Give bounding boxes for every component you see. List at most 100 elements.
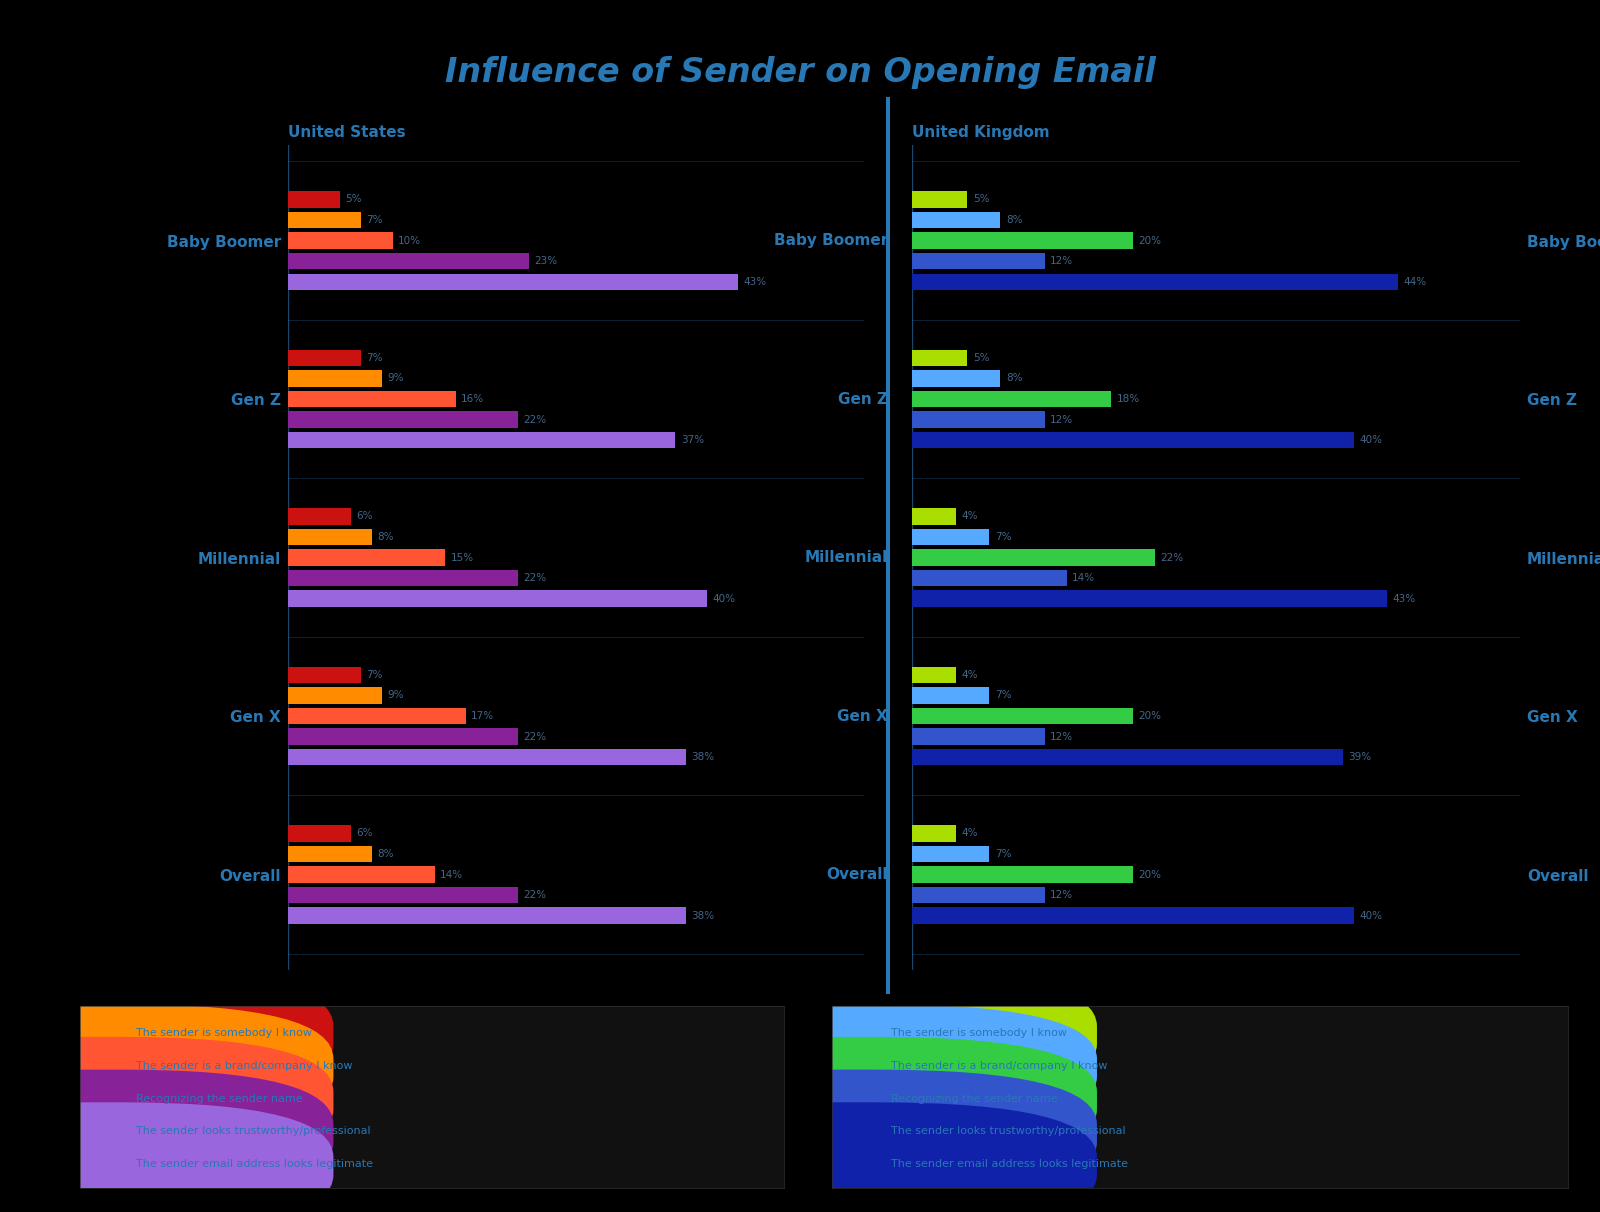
- Bar: [912, 590, 1387, 607]
- Text: 20%: 20%: [1139, 869, 1162, 880]
- Text: 7%: 7%: [995, 848, 1011, 859]
- Bar: [912, 908, 1354, 924]
- Bar: [912, 825, 957, 841]
- Text: 18%: 18%: [1117, 394, 1139, 404]
- Text: 22%: 22%: [523, 415, 547, 424]
- Text: The sender is a brand/company I know: The sender is a brand/company I know: [136, 1060, 354, 1071]
- Text: 7%: 7%: [366, 353, 382, 362]
- Bar: [912, 687, 989, 704]
- Text: 17%: 17%: [472, 711, 494, 721]
- Text: The sender is a brand/company I know: The sender is a brand/company I know: [891, 1060, 1107, 1071]
- Bar: [288, 590, 707, 607]
- Text: 12%: 12%: [1050, 890, 1074, 901]
- Bar: [912, 887, 1045, 903]
- Bar: [288, 749, 686, 766]
- Text: 5%: 5%: [346, 194, 362, 205]
- Text: 43%: 43%: [744, 276, 766, 287]
- Bar: [912, 191, 968, 207]
- Bar: [288, 825, 350, 841]
- Bar: [288, 233, 392, 248]
- Bar: [912, 349, 968, 366]
- Text: 6%: 6%: [357, 828, 373, 839]
- Text: 37%: 37%: [680, 435, 704, 445]
- Bar: [288, 508, 350, 525]
- Bar: [912, 549, 1155, 566]
- Bar: [912, 233, 1133, 248]
- Text: The sender email address looks legitimate: The sender email address looks legitimat…: [891, 1159, 1128, 1170]
- Text: The sender email address looks legitimate: The sender email address looks legitimat…: [136, 1159, 373, 1170]
- Text: 20%: 20%: [1139, 235, 1162, 246]
- Text: Gen X: Gen X: [837, 709, 888, 724]
- Bar: [288, 887, 518, 903]
- Text: 9%: 9%: [387, 691, 403, 701]
- Text: 43%: 43%: [1394, 594, 1416, 604]
- Text: 23%: 23%: [534, 256, 557, 267]
- Text: 40%: 40%: [712, 594, 734, 604]
- Text: Millennial: Millennial: [805, 550, 888, 565]
- Text: 7%: 7%: [995, 532, 1011, 542]
- Text: 4%: 4%: [962, 670, 978, 680]
- Text: 6%: 6%: [357, 511, 373, 521]
- Text: 4%: 4%: [962, 511, 978, 521]
- Bar: [912, 431, 1354, 448]
- Bar: [912, 667, 957, 684]
- Bar: [288, 908, 686, 924]
- FancyBboxPatch shape: [0, 1037, 333, 1164]
- Bar: [912, 867, 1133, 882]
- Text: 22%: 22%: [1160, 553, 1184, 562]
- Bar: [912, 390, 1110, 407]
- Bar: [912, 570, 1067, 587]
- Text: 8%: 8%: [1006, 215, 1022, 225]
- Text: 14%: 14%: [1072, 573, 1096, 583]
- Text: 14%: 14%: [440, 869, 462, 880]
- Text: 16%: 16%: [461, 394, 483, 404]
- Text: 39%: 39%: [1349, 753, 1371, 762]
- Text: 12%: 12%: [1050, 732, 1074, 742]
- Bar: [912, 212, 1000, 228]
- Text: 8%: 8%: [378, 532, 394, 542]
- Text: 22%: 22%: [523, 573, 547, 583]
- Bar: [288, 549, 445, 566]
- Text: Baby Boomer: Baby Boomer: [774, 233, 888, 248]
- Bar: [288, 728, 518, 745]
- Bar: [288, 349, 362, 366]
- Text: The sender looks trustworthy/professional: The sender looks trustworthy/professiona…: [136, 1126, 371, 1137]
- Text: 7%: 7%: [366, 215, 382, 225]
- Text: 10%: 10%: [398, 235, 421, 246]
- Text: 44%: 44%: [1403, 276, 1427, 287]
- Text: 8%: 8%: [378, 848, 394, 859]
- Bar: [288, 191, 341, 207]
- Text: 22%: 22%: [523, 732, 547, 742]
- FancyBboxPatch shape: [619, 1004, 1098, 1132]
- Text: 9%: 9%: [387, 373, 403, 383]
- Bar: [288, 390, 456, 407]
- FancyBboxPatch shape: [619, 1103, 1098, 1212]
- Text: Recognizing the sender name: Recognizing the sender name: [891, 1093, 1058, 1104]
- Bar: [288, 687, 382, 704]
- Text: United Kingdom: United Kingdom: [912, 125, 1050, 141]
- Text: 22%: 22%: [523, 890, 547, 901]
- Bar: [288, 212, 362, 228]
- Bar: [288, 274, 738, 290]
- FancyBboxPatch shape: [619, 1070, 1098, 1197]
- Bar: [912, 274, 1398, 290]
- Bar: [288, 411, 518, 428]
- Text: 40%: 40%: [1360, 435, 1382, 445]
- Text: The sender is somebody I know: The sender is somebody I know: [891, 1028, 1067, 1039]
- FancyBboxPatch shape: [0, 972, 333, 1098]
- Text: 38%: 38%: [691, 910, 714, 921]
- Text: United States: United States: [288, 125, 406, 141]
- Bar: [912, 846, 989, 862]
- Bar: [288, 528, 371, 545]
- Bar: [288, 846, 371, 862]
- FancyBboxPatch shape: [619, 972, 1098, 1098]
- Bar: [912, 749, 1342, 766]
- Bar: [912, 411, 1045, 428]
- Bar: [912, 528, 989, 545]
- Text: Influence of Sender on Opening Email: Influence of Sender on Opening Email: [445, 56, 1155, 90]
- Text: 12%: 12%: [1050, 256, 1074, 267]
- Text: 7%: 7%: [995, 691, 1011, 701]
- Bar: [912, 253, 1045, 269]
- Bar: [912, 728, 1045, 745]
- FancyBboxPatch shape: [0, 1004, 333, 1132]
